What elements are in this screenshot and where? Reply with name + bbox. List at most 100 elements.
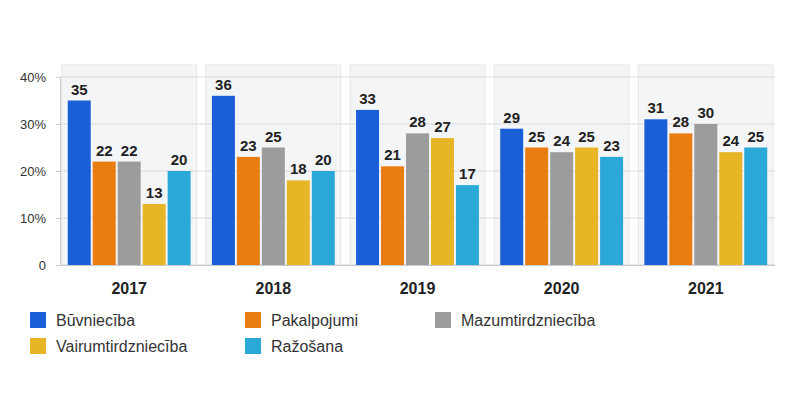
data-label: 17 bbox=[459, 165, 476, 182]
bar bbox=[525, 148, 548, 266]
x-tick: 2019 bbox=[400, 265, 436, 297]
bar bbox=[287, 180, 310, 265]
x-tick-label: 2018 bbox=[256, 280, 292, 297]
y-axis-line bbox=[56, 78, 61, 266]
legend-swatch bbox=[30, 338, 46, 354]
data-label: 13 bbox=[146, 184, 163, 201]
legend-item: Mazumtirdzniecība bbox=[435, 312, 595, 329]
data-label: 25 bbox=[528, 128, 545, 145]
data-label: 36 bbox=[215, 76, 232, 93]
data-label: 29 bbox=[503, 109, 520, 126]
legend-label: Pakalpojumi bbox=[271, 312, 358, 329]
chart-svg: 010%20%30%40%201720182019202020213522221… bbox=[0, 0, 800, 400]
bar bbox=[550, 152, 573, 265]
data-label: 31 bbox=[648, 99, 665, 116]
data-label: 21 bbox=[384, 146, 401, 163]
legend-label: Ražošana bbox=[271, 338, 343, 355]
bar bbox=[744, 148, 767, 266]
bar bbox=[237, 157, 260, 265]
bar bbox=[212, 96, 235, 265]
y-tick-label: 10% bbox=[20, 211, 46, 226]
category-panel bbox=[350, 65, 485, 265]
x-tick-label: 2017 bbox=[111, 280, 147, 297]
bar bbox=[719, 152, 742, 265]
legend-item: Ražošana bbox=[245, 338, 343, 355]
y-tick: 40% bbox=[20, 70, 60, 85]
bar bbox=[356, 110, 379, 265]
legend-swatch bbox=[435, 312, 451, 328]
data-label: 24 bbox=[553, 132, 570, 149]
bars bbox=[68, 96, 767, 265]
bar bbox=[168, 171, 191, 265]
data-label: 27 bbox=[434, 118, 451, 135]
data-label: 28 bbox=[672, 113, 689, 130]
bar bbox=[262, 148, 285, 266]
y-axis: 0 10% 20% 30% 40% bbox=[20, 70, 61, 273]
x-tick-label: 2019 bbox=[400, 280, 436, 297]
bar bbox=[575, 148, 598, 266]
bar bbox=[381, 166, 404, 265]
bar bbox=[600, 157, 623, 265]
data-label: 35 bbox=[71, 81, 88, 98]
bar bbox=[68, 101, 91, 266]
x-tick-label: 2020 bbox=[544, 280, 580, 297]
category-panel bbox=[62, 65, 197, 265]
bar bbox=[312, 171, 335, 265]
bar bbox=[118, 162, 141, 265]
x-axis: 2017 2018 2019 2020 2021 bbox=[61, 265, 776, 297]
bar bbox=[93, 162, 116, 265]
bar bbox=[406, 133, 429, 265]
y-tick-mark bbox=[56, 77, 60, 78]
data-label: 24 bbox=[722, 132, 739, 149]
y-tick-mark bbox=[56, 218, 60, 219]
legend-swatch bbox=[245, 338, 261, 354]
bar bbox=[694, 124, 717, 265]
data-label: 25 bbox=[265, 128, 282, 145]
data-label: 25 bbox=[747, 128, 764, 145]
data-label: 33 bbox=[359, 90, 376, 107]
legend-item: Vairumtirdzniecība bbox=[30, 338, 187, 355]
legend-swatch bbox=[245, 312, 261, 328]
x-tick: 2020 bbox=[544, 265, 580, 297]
chart-container: 010%20%30%40%201720182019202020213522221… bbox=[0, 0, 800, 400]
y-tick: 30% bbox=[20, 117, 60, 132]
y-tick-mark bbox=[56, 124, 60, 125]
y-tick-mark bbox=[56, 265, 60, 266]
bar bbox=[644, 119, 667, 265]
data-label: 18 bbox=[290, 160, 307, 177]
x-tick: 2018 bbox=[256, 265, 292, 297]
y-tick-label: 30% bbox=[20, 117, 46, 132]
y-tick-label: 20% bbox=[20, 164, 46, 179]
grid-line bbox=[60, 77, 775, 78]
bar bbox=[669, 133, 692, 265]
category-panel bbox=[638, 65, 773, 265]
legend-label: Vairumtirdzniecība bbox=[56, 338, 187, 355]
x-tick: 2021 bbox=[688, 265, 724, 297]
y-tick-mark bbox=[56, 171, 60, 172]
data-label: 28 bbox=[409, 113, 426, 130]
x-axis-line bbox=[61, 265, 776, 266]
bar bbox=[143, 204, 166, 265]
legend-item: Būvniecība bbox=[30, 312, 135, 329]
category-panel bbox=[494, 65, 629, 265]
bar bbox=[431, 138, 454, 265]
y-tick: 10% bbox=[20, 211, 60, 226]
y-tick-label: 40% bbox=[20, 70, 46, 85]
category-panels bbox=[62, 65, 773, 265]
data-label: 25 bbox=[578, 128, 595, 145]
x-tick: 2017 bbox=[111, 265, 147, 297]
legend-label: Mazumtirdzniecība bbox=[461, 312, 595, 329]
legend: Būvniecība Pakalpojumi Mazumtirdzniecība Va… bbox=[30, 312, 595, 355]
bar bbox=[500, 129, 523, 265]
bar bbox=[456, 185, 479, 265]
data-label: 30 bbox=[697, 104, 714, 121]
data-label: 20 bbox=[171, 151, 188, 168]
grid bbox=[60, 77, 775, 265]
data-labels: 3522221320362325182033212827172925242523… bbox=[71, 76, 764, 201]
y-tick-label: 0 bbox=[39, 258, 46, 273]
data-label: 20 bbox=[315, 151, 332, 168]
legend-item: Pakalpojumi bbox=[245, 312, 358, 329]
y-tick: 0 bbox=[39, 258, 60, 273]
legend-label: Būvniecība bbox=[56, 312, 135, 329]
data-label: 22 bbox=[121, 142, 138, 159]
